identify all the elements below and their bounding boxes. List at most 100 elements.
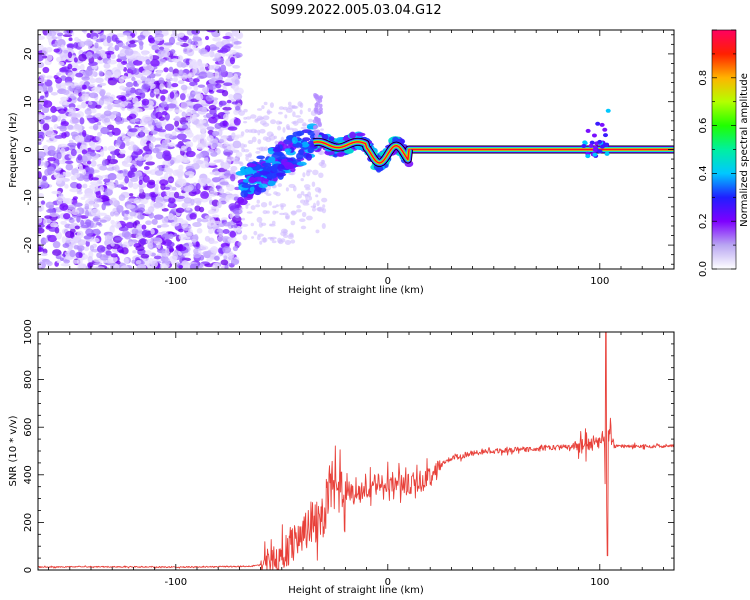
noise-speck	[87, 255, 93, 263]
noise-speck	[285, 187, 289, 192]
noise-speck	[52, 249, 62, 256]
noise-speck	[255, 150, 261, 154]
noise-speck	[95, 266, 105, 269]
noise-speck	[74, 37, 80, 42]
noise-speck	[216, 89, 225, 94]
x-tick-label: -100	[164, 577, 187, 588]
heatmap-x-axis-label: Height of straight line (km)	[288, 285, 424, 296]
noise-speck	[79, 117, 85, 125]
noise-speck	[49, 212, 59, 217]
noise-speck	[57, 108, 67, 114]
noise-speck	[196, 200, 202, 206]
snr-x-axis-label: Height of straight line (km)	[288, 585, 424, 596]
noise-speck	[233, 40, 242, 45]
noise-speck	[256, 199, 260, 204]
noise-speck	[223, 255, 228, 260]
noise-speck	[158, 46, 165, 51]
noise-speck	[56, 195, 66, 202]
signal-blob	[270, 164, 278, 173]
noise-speck	[207, 228, 214, 234]
signal-blob	[258, 183, 268, 189]
noise-speck	[231, 101, 239, 105]
noise-speck	[93, 258, 104, 263]
x-tick-label: 100	[590, 577, 609, 588]
noise-speck	[151, 218, 158, 225]
noise-speck	[190, 40, 198, 46]
noise-speck	[78, 164, 83, 172]
noise-speck	[51, 190, 62, 195]
noise-speck	[45, 46, 53, 53]
noise-speck	[226, 184, 235, 191]
noise-speck	[127, 43, 137, 48]
noise-speck	[212, 220, 222, 225]
noise-speck	[87, 167, 95, 175]
noise-speck	[160, 101, 168, 108]
noise-speck	[142, 31, 151, 36]
noise-speck	[275, 204, 279, 207]
noise-speck	[287, 233, 294, 240]
noise-speck	[206, 257, 213, 262]
noise-speck	[164, 163, 171, 172]
noise-speck	[221, 217, 228, 221]
noise-speck	[127, 73, 132, 77]
signal-blob	[599, 122, 605, 127]
noise-speck	[99, 97, 105, 106]
noise-speck	[183, 252, 191, 257]
noise-speck	[64, 82, 74, 87]
noise-speck	[233, 52, 243, 58]
noise-speck	[243, 120, 248, 124]
noise-speck	[114, 237, 124, 241]
noise-speck	[46, 234, 52, 239]
noise-speck	[47, 157, 56, 162]
noise-speck	[269, 102, 274, 108]
noise-speck	[278, 106, 284, 110]
noise-speck	[192, 36, 202, 42]
noise-speck	[225, 103, 231, 108]
noise-speck	[38, 118, 45, 125]
noise-speck	[214, 71, 220, 79]
noise-speck	[82, 153, 92, 162]
x-tick-label: 0	[385, 577, 391, 588]
noise-speck	[99, 49, 106, 57]
snr-line-layer	[38, 332, 674, 570]
noise-speck	[301, 211, 307, 218]
noise-speck	[60, 120, 69, 127]
signal-blob	[582, 140, 588, 145]
noise-speck	[185, 207, 191, 211]
noise-speck	[219, 47, 229, 54]
noise-speck	[102, 146, 108, 152]
noise-speck	[70, 84, 76, 89]
signal-blob	[355, 132, 366, 137]
noise-speck	[270, 119, 277, 125]
noise-speck	[141, 98, 150, 106]
noise-speck	[95, 104, 102, 109]
noise-speck	[287, 101, 292, 106]
noise-speck	[70, 148, 77, 157]
noise-speck	[233, 109, 240, 116]
signal-blob	[318, 110, 323, 115]
noise-speck	[212, 262, 220, 269]
noise-speck	[322, 204, 326, 208]
noise-speck	[262, 237, 267, 243]
noise-speck	[223, 113, 229, 121]
noise-speck	[80, 40, 85, 47]
noise-speck	[300, 126, 307, 130]
signal-blob	[279, 153, 286, 160]
noise-speck	[114, 211, 120, 217]
noise-speck	[78, 136, 84, 143]
signal-blob	[314, 109, 319, 114]
noise-speck	[273, 135, 277, 140]
noise-speck	[200, 198, 209, 203]
heatmap-y-axis-label: Frequency (Hz)	[8, 112, 19, 188]
noise-speck	[150, 228, 155, 235]
noise-speck	[85, 114, 94, 119]
noise-speck	[56, 72, 62, 76]
noise-speck	[58, 61, 65, 66]
noise-speck	[175, 207, 185, 214]
y-tick-label: 0	[23, 146, 34, 152]
noise-speck	[96, 121, 102, 126]
noise-speck	[101, 159, 108, 167]
noise-speck	[206, 135, 214, 142]
noise-speck	[164, 257, 171, 266]
